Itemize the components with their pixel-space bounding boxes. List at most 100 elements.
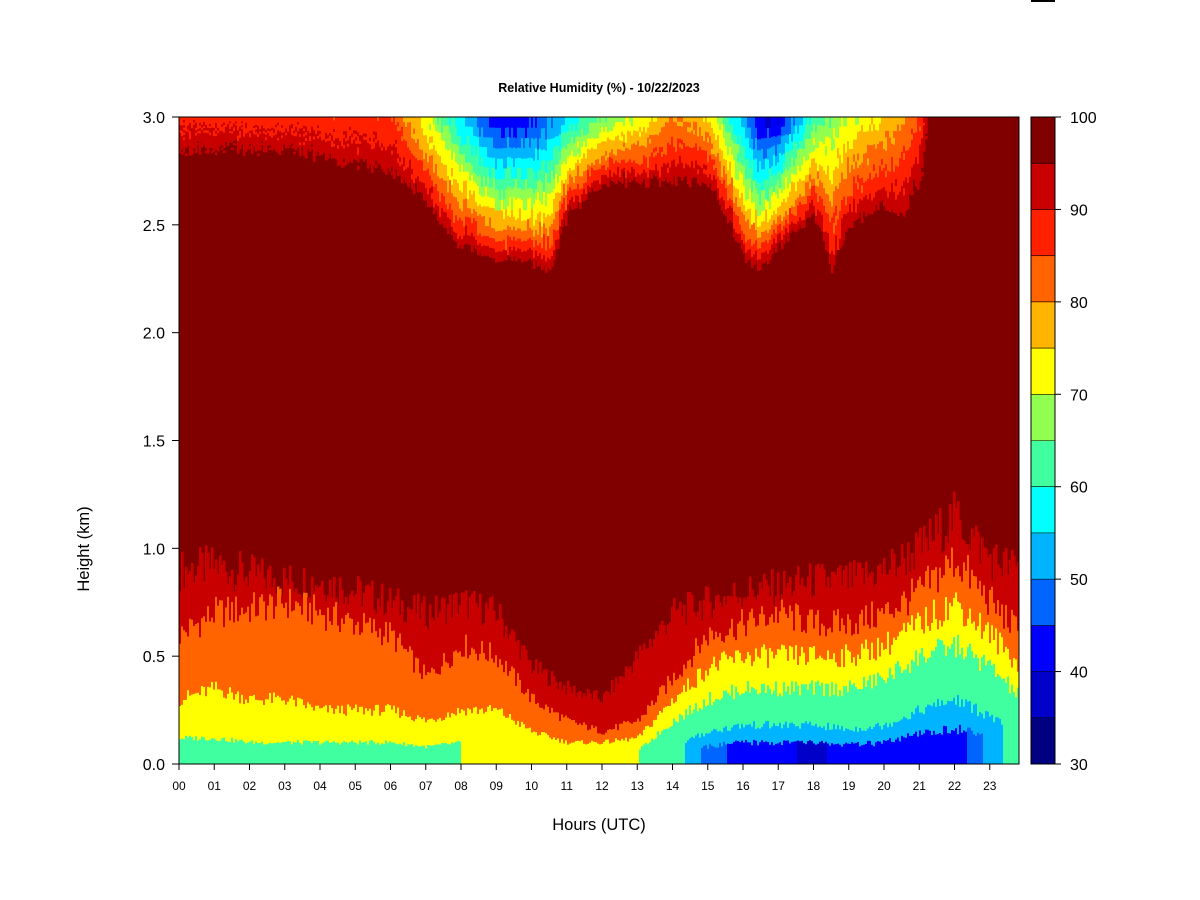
heatmap-cell: [655, 171, 658, 177]
heatmap-cell: [179, 122, 182, 126]
heatmap-cell: [689, 126, 692, 133]
heatmap-cell: [567, 177, 570, 185]
heatmap-cell: [637, 158, 640, 165]
heatmap-cell: [461, 238, 464, 249]
heatmap-cell: [263, 744, 266, 764]
heatmap-cell: [619, 126, 622, 132]
heatmap-cell: [231, 117, 234, 120]
heatmap-cell: [409, 646, 412, 764]
heatmap-cell: [443, 653, 446, 764]
heatmap-cell: [669, 135, 672, 141]
heatmap-cell: [309, 602, 312, 764]
heatmap-cell: [353, 126, 356, 131]
heatmap-cell: [349, 123, 352, 127]
heatmap-cell: [651, 160, 654, 166]
heatmap-cell: [599, 173, 602, 180]
heatmap-column: [349, 117, 352, 764]
heatmap-cell: [361, 117, 364, 121]
heatmap-column: [559, 117, 562, 764]
heatmap-cell: [639, 117, 642, 123]
heatmap-cell: [199, 127, 202, 131]
heatmap-cell: [461, 210, 464, 221]
heatmap-cell: [269, 119, 272, 123]
heatmap-cell: [357, 744, 360, 764]
heatmap-cell: [401, 164, 404, 170]
heatmap-cell: [623, 146, 626, 152]
heatmap-cell: [253, 121, 256, 124]
heatmap-cell: [397, 157, 400, 163]
heatmap-cell: [285, 145, 288, 149]
heatmap-cell: [651, 156, 654, 162]
heatmap-cell: [357, 139, 360, 144]
heatmap-cell: [271, 743, 274, 764]
heatmap-cell: [495, 179, 498, 191]
heatmap-cell: [415, 719, 418, 764]
heatmap-cell: [287, 121, 290, 125]
heatmap-cell: [605, 136, 608, 142]
heatmap-column: [595, 117, 598, 764]
heatmap-cell: [353, 145, 356, 150]
heatmap-cell: [463, 656, 466, 764]
heatmap-cell: [181, 143, 184, 147]
heatmap-cell: [389, 705, 392, 764]
heatmap-cell: [697, 159, 700, 165]
heatmap-cell: [339, 157, 342, 162]
heatmap-cell: [637, 121, 640, 127]
heatmap-cell: [525, 199, 528, 211]
heatmap-cell: [501, 147, 504, 159]
heatmap-column: [521, 117, 524, 764]
heatmap-cell: [479, 184, 482, 195]
heatmap-cell: [485, 711, 488, 764]
heatmap-cell: [241, 117, 244, 120]
heatmap-cell: [569, 117, 572, 124]
heatmap-cell: [375, 149, 378, 154]
heatmap-cell: [307, 702, 310, 764]
heatmap-cell: [405, 145, 408, 151]
heatmap-column: [377, 117, 380, 764]
heatmap-cell: [337, 151, 340, 156]
heatmap-cell: [381, 142, 384, 148]
heatmap-cell: [645, 172, 648, 178]
heatmap-cell: [639, 174, 642, 180]
heatmap-cell: [237, 135, 240, 139]
heatmap-cell: [391, 166, 394, 172]
heatmap-cell: [359, 740, 362, 764]
heatmap-cell: [409, 154, 412, 160]
heatmap-cell: [213, 135, 216, 139]
heatmap-cell: [335, 119, 338, 124]
heatmap-cell: [423, 194, 426, 201]
heatmap-cell: [285, 704, 288, 764]
heatmap-cell: [541, 171, 544, 183]
heatmap-cell: [419, 180, 422, 187]
heatmap-cell: [245, 135, 248, 139]
heatmap-cell: [631, 121, 634, 127]
heatmap-cell: [407, 121, 410, 128]
heatmap-cell: [659, 734, 662, 764]
heatmap-cell: [543, 244, 546, 256]
heatmap-cell: [605, 126, 608, 132]
heatmap-cell: [645, 162, 648, 168]
heatmap-cell: [449, 717, 452, 764]
heatmap-cell: [233, 126, 236, 130]
heatmap-cell: [237, 150, 240, 154]
heatmap-cell: [201, 132, 204, 136]
heatmap-cell: [425, 117, 428, 124]
heatmap-cell: [623, 740, 626, 764]
heatmap-cell: [267, 123, 270, 127]
heatmap-cell: [409, 163, 412, 169]
heatmap-cell: [275, 141, 278, 145]
heatmap-cell: [531, 208, 534, 220]
heatmap-cell: [287, 117, 290, 120]
heatmap-column: [183, 117, 186, 764]
heatmap-cell: [239, 128, 242, 132]
heatmap-cell: [533, 246, 536, 259]
heatmap-cell: [271, 122, 274, 126]
heatmap-column: [277, 117, 280, 764]
heatmap-cell: [645, 132, 648, 138]
heatmap-cell: [437, 175, 440, 184]
heatmap-cell: [263, 125, 266, 129]
heatmap-cell: [679, 163, 682, 169]
heatmap-cell: [287, 119, 290, 123]
heatmap-cell: [471, 713, 474, 764]
heatmap-cell: [421, 127, 424, 134]
